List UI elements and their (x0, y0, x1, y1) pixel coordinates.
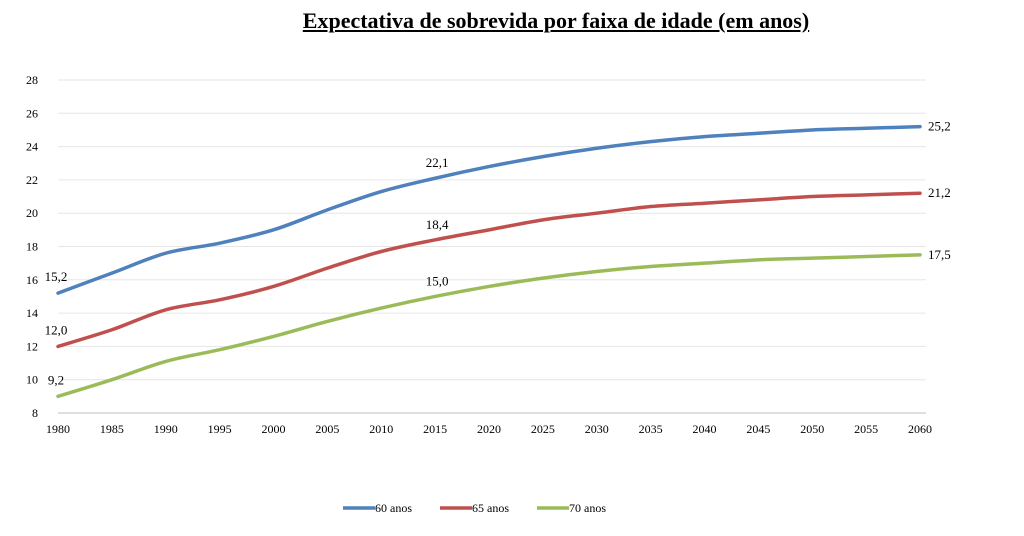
y-tick-label: 18 (26, 240, 38, 254)
x-tick-label: 2035 (639, 422, 663, 436)
x-tick-label: 1995 (208, 422, 232, 436)
x-axis: 1980 1985 1990 1995 2000 2005 2010 2015 2020 2025… (46, 422, 932, 436)
x-tick-label: 2010 (369, 422, 393, 436)
x-tick-label: 2005 (315, 422, 339, 436)
y-tick-label: 12 (26, 339, 38, 353)
legend: 60 anos 65 anos 70 anos (343, 501, 606, 515)
legend-label: 60 anos (375, 501, 412, 515)
y-tick-label: 16 (26, 273, 38, 287)
y-tick-label: 28 (26, 73, 38, 87)
y-tick-label: 26 (26, 106, 38, 120)
data-label: 17,5 (928, 247, 951, 262)
series-lines (56, 124, 922, 399)
y-tick-label: 22 (26, 173, 38, 187)
gridlines (58, 79, 926, 414)
x-tick-label: 1990 (154, 422, 178, 436)
y-tick-label: 8 (32, 406, 38, 420)
data-label: 25,2 (928, 119, 951, 134)
y-tick-label: 14 (26, 306, 38, 320)
y-tick-label: 20 (26, 206, 38, 220)
x-tick-label: 2000 (262, 422, 286, 436)
data-label: 9,2 (48, 372, 64, 387)
x-tick-label: 2030 (585, 422, 609, 436)
data-label: 15,2 (45, 269, 68, 284)
data-label: 22,1 (426, 155, 449, 170)
legend-label: 65 anos (472, 501, 509, 515)
data-label: 18,4 (426, 217, 449, 232)
data-labels: 15,2 22,1 25,2 12,0 18,4 21,2 9,2 15,0 17,5 (45, 119, 951, 388)
data-label: 15,0 (426, 273, 449, 288)
chart-title: Expectativa de sobrevida por faixa de id… (302, 8, 810, 33)
y-tick-label: 24 (26, 140, 38, 154)
x-tick-label: 2050 (800, 422, 824, 436)
data-label: 21,2 (928, 185, 951, 200)
series-line-70-anos (56, 253, 922, 399)
x-tick-label: 2060 (908, 422, 932, 436)
x-tick-label: 1980 (46, 422, 70, 436)
x-tick-label: 2045 (746, 422, 770, 436)
legend-label: 70 anos (569, 501, 606, 515)
x-tick-label: 1985 (100, 422, 124, 436)
y-axis: 8 10 12 14 16 18 20 22 24 26 28 (26, 73, 38, 420)
x-tick-label: 2055 (854, 422, 878, 436)
x-tick-label: 2025 (531, 422, 555, 436)
y-tick-label: 10 (26, 373, 38, 387)
x-tick-label: 2040 (693, 422, 717, 436)
series-line-65-anos (56, 191, 922, 349)
x-tick-label: 2015 (423, 422, 447, 436)
x-tick-label: 2020 (477, 422, 501, 436)
data-label: 12,0 (45, 322, 68, 337)
series-line-60-anos (56, 124, 922, 295)
